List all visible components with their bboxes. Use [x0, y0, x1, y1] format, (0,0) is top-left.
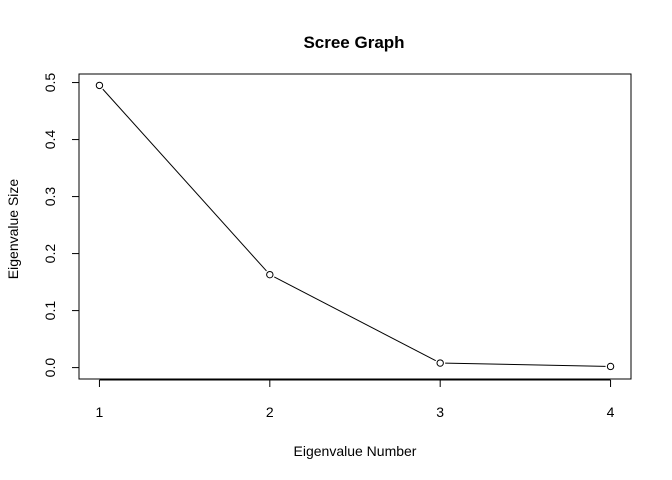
plot-frame: [78, 73, 632, 380]
series-segment: [445, 362, 606, 367]
data-point: [266, 270, 274, 279]
y-axis-label: Eigenvalue Size: [5, 179, 21, 280]
chart-title: Scree Graph: [303, 33, 404, 52]
y-axis: 0.0 0.1 0.2 0.3 0.4 0.5: [42, 73, 80, 378]
x-tick-label: 2: [266, 404, 274, 420]
x-tick-label: 4: [607, 404, 615, 420]
y-tick-label: 0.1: [42, 301, 58, 321]
x-axis: 1 2 3 4: [96, 379, 615, 420]
series-segment: [102, 88, 267, 272]
x-tick-label: 1: [96, 404, 104, 420]
y-tick-label: 0.3: [42, 187, 58, 207]
data-point: [606, 362, 615, 371]
y-tick-label: 0.5: [42, 73, 58, 93]
x-tick-label: 3: [436, 404, 444, 420]
y-tick-label: 0.4: [42, 130, 58, 150]
data-point: [95, 81, 104, 90]
series-segment: [274, 276, 436, 362]
data-point: [436, 359, 444, 367]
y-tick-label: 0.2: [42, 244, 58, 264]
series-group: [95, 81, 615, 371]
x-axis-label: Eigenvalue Number: [294, 443, 417, 459]
y-tick-label: 0.0: [42, 358, 58, 378]
